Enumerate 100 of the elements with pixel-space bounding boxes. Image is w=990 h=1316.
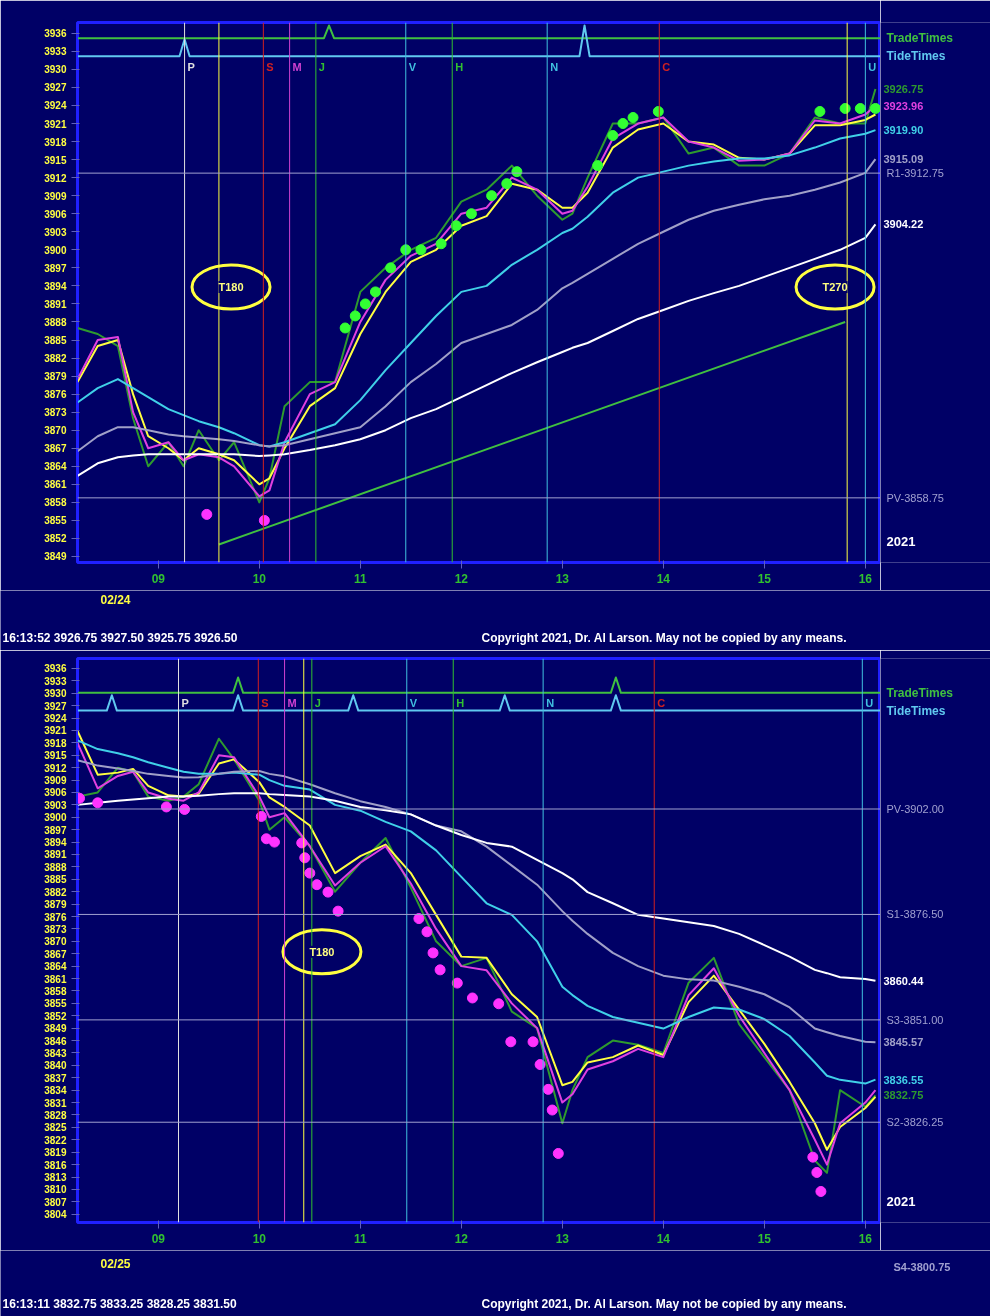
line-series: [77, 223, 877, 477]
point: [869, 103, 880, 114]
ref-line-label: S: [266, 60, 274, 73]
point: [451, 977, 463, 989]
y-tick-label: 3921: [44, 725, 67, 737]
y-tick-label: 3924: [44, 100, 67, 112]
point: [434, 964, 446, 976]
y-tick-label: 3813: [44, 1172, 67, 1184]
y-tick-label: 3903: [44, 799, 67, 811]
text: 16:13:52 3926.75 3927.50 3925.75 3926.50: [2, 630, 238, 645]
y-tick-label: 3858: [44, 985, 67, 997]
ref-line-label: P: [181, 696, 189, 709]
y-tick-label: 3870: [44, 936, 67, 948]
ref-line-label: S2-3826.25: [886, 1116, 944, 1129]
text: S4-3800.75: [893, 1260, 951, 1273]
point: [527, 1036, 539, 1048]
y-tick-label: 3807: [44, 1196, 67, 1208]
y-tick-label: 3855: [44, 998, 67, 1010]
ref-line-label: N: [546, 696, 555, 709]
point: [607, 130, 619, 142]
point: [268, 836, 280, 848]
x-tick-label: 13: [555, 1231, 570, 1246]
y-tick-label: 3906: [44, 787, 67, 799]
point: [369, 286, 381, 298]
x-tick-label: 11: [353, 1231, 367, 1246]
point: [413, 913, 425, 925]
y-tick-label: 3882: [44, 886, 67, 898]
series-label: TradeTimes: [886, 685, 954, 700]
y-tick-label: 3873: [44, 923, 67, 935]
ref-line-label: V: [408, 60, 417, 73]
ref-line-label: U: [865, 696, 874, 709]
y-tick-label: 3918: [44, 136, 67, 148]
text: 02/24: [100, 592, 131, 607]
annotation: T180: [309, 945, 335, 958]
y-tick-label: 3867: [44, 948, 67, 960]
y-tick-label: 3879: [44, 899, 67, 911]
data-label: 3832.75: [883, 1089, 924, 1102]
x-tick-label: 14: [656, 1231, 671, 1246]
point: [486, 190, 498, 202]
y-tick-label: 3909: [44, 775, 67, 787]
x-tick-label: 12: [454, 1231, 469, 1246]
x-tick-label: 13: [555, 571, 570, 586]
point: [592, 160, 604, 172]
y-tick-label: 3921: [44, 118, 67, 130]
point: [814, 106, 826, 117]
point: [505, 1036, 517, 1048]
data-label: 3915.09: [883, 153, 924, 166]
y-tick-label: 3864: [44, 461, 67, 473]
x-tick-label: 09: [151, 1231, 166, 1246]
point: [92, 797, 104, 809]
data-label: 3904.22: [883, 218, 924, 231]
text: 2021: [886, 1193, 916, 1209]
point: [415, 244, 427, 256]
x-tick-label: 15: [757, 1231, 772, 1246]
data-label: 3845.57: [883, 1036, 924, 1049]
y-tick-label: 3918: [44, 737, 67, 749]
y-tick-label: 3819: [44, 1147, 67, 1159]
y-tick-label: 3897: [44, 262, 67, 274]
line-series: [77, 792, 877, 982]
y-tick-label: 3885: [44, 874, 67, 886]
y-tick-label: 3870: [44, 425, 67, 437]
ref-line-label: M: [292, 60, 302, 73]
point: [854, 103, 866, 114]
y-tick-label: 3867: [44, 443, 67, 455]
point: [332, 905, 344, 917]
ref-line-label: S3-3851.00: [886, 1013, 944, 1026]
point: [311, 879, 323, 891]
y-tick-label: 3927: [44, 82, 67, 94]
y-tick-label: 3846: [44, 1035, 67, 1047]
point: [435, 238, 447, 250]
y-tick-label: 3912: [44, 172, 67, 184]
y-tick-label: 3876: [44, 389, 67, 401]
y-tick-label: 3900: [44, 244, 67, 256]
ref-line-label: S1-3876.50: [886, 908, 944, 921]
ref-line-label: R1-3912.75: [886, 167, 944, 180]
y-tick-label: 3885: [44, 335, 67, 347]
y-tick-label: 3822: [44, 1134, 67, 1146]
x-tick-label: 14: [656, 571, 671, 586]
y-tick-label: 3897: [44, 824, 67, 836]
ref-line-label: PV-3902.00: [886, 803, 944, 816]
ref-line-label: C: [662, 60, 671, 73]
series-label: TradeTimes: [886, 31, 954, 46]
y-tick-label: 3927: [44, 700, 67, 712]
x-tick-label: 10: [252, 1231, 267, 1246]
text: Copyright 2021, Dr. Al Larson. May not be copied by any means.: [481, 1296, 847, 1311]
x-tick-label: 09: [151, 571, 166, 586]
y-tick-label: 3900: [44, 812, 67, 824]
point: [201, 508, 213, 520]
point: [617, 118, 629, 130]
y-tick-label: 3936: [44, 663, 67, 675]
y-tick-label: 3891: [44, 298, 67, 310]
ref-line-label: N: [550, 60, 559, 73]
x-tick-label: 16: [858, 1231, 873, 1246]
text: 16:13:11 3832.75 3833.25 3828.25 3831.50: [2, 1296, 238, 1311]
ref-line-label: C: [657, 696, 666, 709]
annotation: T180: [218, 281, 244, 294]
y-tick-label: 3882: [44, 353, 67, 365]
text: Copyright 2021, Dr. Al Larson. May not be copied by any means.: [481, 630, 847, 645]
y-tick-label: 3828: [44, 1109, 67, 1121]
annotation: T270: [822, 281, 848, 294]
